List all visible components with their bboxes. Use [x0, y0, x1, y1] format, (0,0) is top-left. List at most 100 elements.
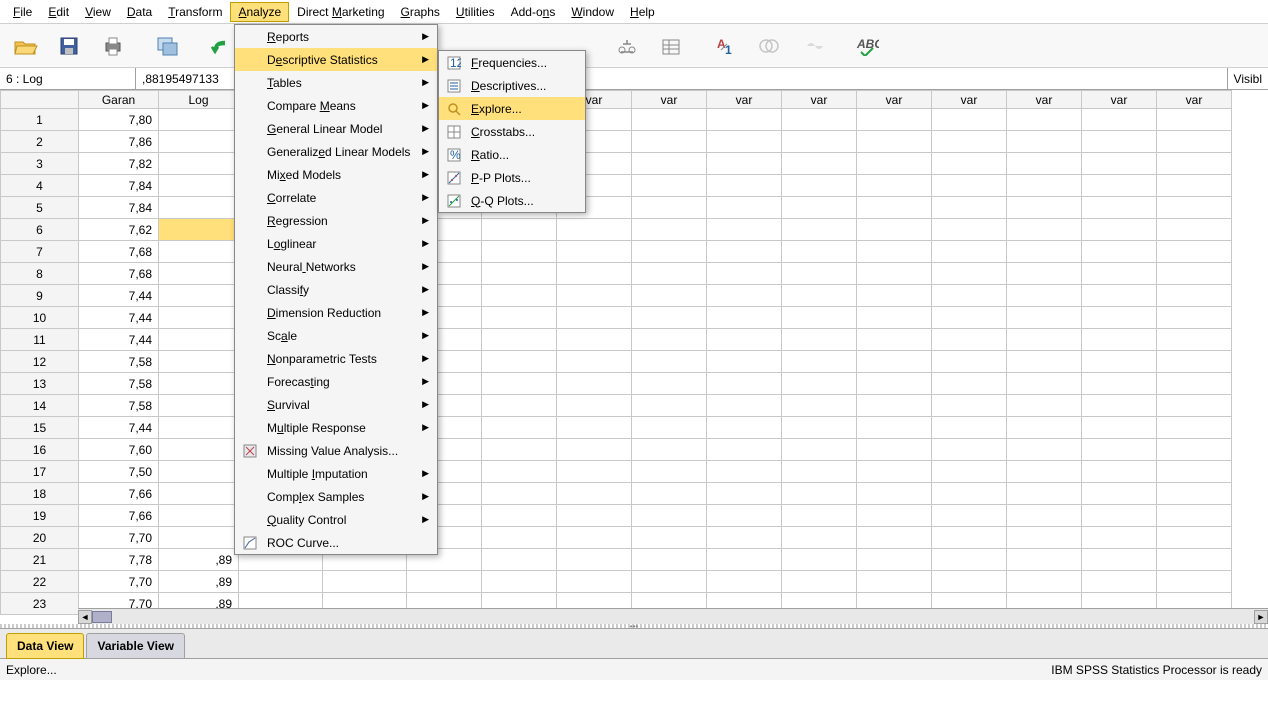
cell-empty[interactable] [482, 351, 557, 373]
cell-empty[interactable] [632, 549, 707, 571]
cell-empty[interactable] [857, 263, 932, 285]
cell-empty[interactable] [1082, 483, 1157, 505]
open-button[interactable] [5, 28, 45, 64]
column-header-empty[interactable]: var [782, 91, 857, 109]
cell[interactable] [159, 373, 239, 395]
cell-empty[interactable] [1082, 175, 1157, 197]
menu-transform[interactable]: Transform [160, 2, 230, 22]
cell[interactable] [159, 263, 239, 285]
cell-empty[interactable] [632, 219, 707, 241]
menu-file[interactable]: File [5, 2, 40, 22]
cell-empty[interactable] [857, 285, 932, 307]
cell-empty[interactable] [782, 571, 857, 593]
cell[interactable] [159, 505, 239, 527]
menu-item-crosstabs[interactable]: Crosstabs... [439, 120, 585, 143]
menu-item-missing-value-analysis[interactable]: Missing Value Analysis... [235, 439, 437, 462]
cell-empty[interactable] [632, 263, 707, 285]
menu-item-general-linear-model[interactable]: General Linear Model▶ [235, 117, 437, 140]
row-header[interactable]: 14 [1, 395, 79, 417]
menu-item-forecasting[interactable]: Forecasting▶ [235, 370, 437, 393]
tab-data-view[interactable]: Data View [6, 633, 84, 659]
cell-empty[interactable] [707, 263, 782, 285]
cell-empty[interactable] [857, 175, 932, 197]
cell-empty[interactable] [482, 571, 557, 593]
use-sets-button[interactable] [749, 28, 789, 64]
cell-empty[interactable] [707, 351, 782, 373]
cell-empty[interactable] [857, 307, 932, 329]
cell-empty[interactable] [482, 439, 557, 461]
cell-empty[interactable] [1007, 197, 1082, 219]
cell-empty[interactable] [782, 175, 857, 197]
cell-empty[interactable] [707, 395, 782, 417]
cell-empty[interactable] [482, 395, 557, 417]
cell-empty[interactable] [707, 109, 782, 131]
row-header[interactable]: 18 [1, 483, 79, 505]
select-cases-button[interactable] [651, 28, 691, 64]
cell-empty[interactable] [707, 285, 782, 307]
horizontal-scrollbar[interactable]: ◄ ► [78, 608, 1268, 624]
cell-empty[interactable] [557, 219, 632, 241]
cell-empty[interactable] [1007, 285, 1082, 307]
cell-empty[interactable] [857, 395, 932, 417]
cell-empty[interactable] [707, 307, 782, 329]
cell-empty[interactable] [782, 329, 857, 351]
cell-empty[interactable] [632, 197, 707, 219]
cell-empty[interactable] [932, 219, 1007, 241]
menu-item-reports[interactable]: Reports▶ [235, 25, 437, 48]
menu-item-p-p-plots[interactable]: P-P Plots... [439, 166, 585, 189]
cell-empty[interactable] [482, 417, 557, 439]
cell-empty[interactable] [1157, 131, 1232, 153]
cell[interactable]: 7,84 [79, 175, 159, 197]
scroll-left-arrow[interactable]: ◄ [78, 610, 92, 624]
cell-empty[interactable] [932, 461, 1007, 483]
cell-empty[interactable] [782, 417, 857, 439]
cell-empty[interactable] [482, 461, 557, 483]
cell-empty[interactable] [932, 131, 1007, 153]
cell-empty[interactable] [1157, 461, 1232, 483]
row-header[interactable]: 15 [1, 417, 79, 439]
cell-empty[interactable] [1007, 241, 1082, 263]
cell[interactable] [159, 285, 239, 307]
menu-item-q-q-plots[interactable]: Q-Q Plots... [439, 189, 585, 212]
cell-empty[interactable] [1082, 263, 1157, 285]
cell-empty[interactable] [557, 527, 632, 549]
cell-empty[interactable] [557, 505, 632, 527]
cell-empty[interactable] [1157, 549, 1232, 571]
cell[interactable] [159, 395, 239, 417]
cell-empty[interactable] [1007, 329, 1082, 351]
scroll-right-arrow[interactable]: ► [1254, 610, 1268, 624]
cell-empty[interactable] [632, 505, 707, 527]
cell-empty[interactable] [857, 131, 932, 153]
row-header[interactable]: 3 [1, 153, 79, 175]
row-header[interactable]: 20 [1, 527, 79, 549]
cell-empty[interactable] [1007, 307, 1082, 329]
cell[interactable]: 7,84 [79, 197, 159, 219]
cell[interactable] [159, 109, 239, 131]
cell-empty[interactable] [1082, 285, 1157, 307]
cell-empty[interactable] [707, 175, 782, 197]
menu-help[interactable]: Help [622, 2, 663, 22]
cell-empty[interactable] [1007, 461, 1082, 483]
cell-empty[interactable] [557, 263, 632, 285]
cell-empty[interactable] [857, 505, 932, 527]
menu-item-tables[interactable]: Tables▶ [235, 71, 437, 94]
cell-empty[interactable] [482, 241, 557, 263]
cell-empty[interactable] [932, 351, 1007, 373]
cell-empty[interactable] [557, 549, 632, 571]
row-header[interactable]: 12 [1, 351, 79, 373]
cell-empty[interactable] [1082, 549, 1157, 571]
menu-item-nonparametric-tests[interactable]: Nonparametric Tests▶ [235, 347, 437, 370]
cell-empty[interactable] [482, 505, 557, 527]
cell-empty[interactable] [1157, 329, 1232, 351]
cell-empty[interactable] [782, 131, 857, 153]
cell-empty[interactable] [707, 549, 782, 571]
row-header[interactable]: 4 [1, 175, 79, 197]
weight-button[interactable] [607, 28, 647, 64]
cell-empty[interactable] [1157, 153, 1232, 175]
cell-empty[interactable] [1082, 109, 1157, 131]
cell-empty[interactable] [557, 351, 632, 373]
cell-empty[interactable] [782, 461, 857, 483]
cell[interactable]: 7,68 [79, 241, 159, 263]
row-header[interactable]: 5 [1, 197, 79, 219]
cell-empty[interactable] [482, 307, 557, 329]
